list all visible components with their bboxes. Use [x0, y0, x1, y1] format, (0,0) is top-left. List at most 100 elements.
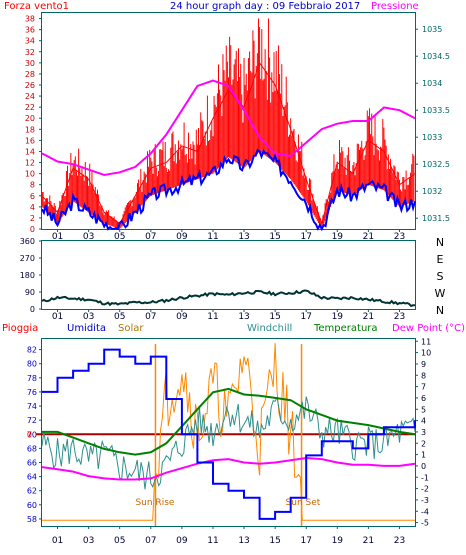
compass-label: W: [435, 287, 446, 300]
x-tick-label: 15: [269, 536, 280, 546]
y-tick-label: 8: [30, 181, 35, 190]
x-tick-label: 13: [238, 312, 249, 322]
x-tick-label: 15: [269, 312, 280, 322]
temp-tick-label: -3: [421, 496, 429, 505]
humidity-tick-label: 64: [27, 473, 37, 482]
humidity-tick-label: 72: [27, 416, 37, 425]
x-tick-label: 23: [394, 232, 405, 242]
compass-label: N: [436, 236, 444, 249]
y2-tick-label: 1033: [422, 133, 442, 142]
y2-tick-label: 1032.5: [422, 160, 450, 169]
x-tick-label: 19: [332, 536, 344, 546]
x-tick-label: 21: [363, 536, 374, 546]
x-tick-label: 07: [145, 536, 156, 546]
temp-tick-label: 4: [421, 417, 426, 426]
gust-line: [41, 61, 416, 226]
y-tick-label: 38: [25, 15, 35, 24]
label-windchill: Windchill: [247, 323, 292, 334]
temp-tick-label: 8: [421, 371, 426, 380]
x-tick-label: 01: [52, 536, 63, 546]
compass-label: S: [437, 270, 444, 283]
x-tick-label: 03: [83, 312, 94, 322]
pressure-axis-title: Pressione: [371, 1, 419, 12]
dewpoint-line: [41, 456, 416, 481]
dir-y-tick-label: 0: [30, 305, 35, 314]
y-tick-label: 6: [30, 192, 35, 201]
y-tick-label: 4: [30, 203, 35, 212]
temp-tick-label: 7: [421, 383, 426, 392]
x-tick-label: 11: [207, 536, 218, 546]
temp-tick-label: 3: [421, 428, 426, 437]
y-tick-label: 14: [25, 147, 35, 156]
wind-axis-title: Forza vento1: [4, 1, 69, 12]
humidity-tick-label: 70: [27, 430, 37, 439]
graph-title: 24 hour graph day : 09 Febbraio 2017: [170, 1, 360, 12]
x-tick-label: 17: [300, 312, 311, 322]
pressure-line: [41, 79, 416, 177]
y-tick-label: 26: [25, 81, 35, 90]
temp-tick-label: 11: [421, 337, 431, 346]
temp-tick-label: -4: [421, 507, 429, 516]
temp-tick-label: 0: [421, 462, 426, 471]
x-tick-label: 21: [363, 312, 374, 322]
y-tick-label: 32: [25, 48, 35, 57]
y-tick-label: 18: [25, 125, 35, 134]
y-tick-label: 30: [25, 59, 35, 68]
x-tick-label: 11: [207, 312, 218, 322]
x-tick-label: 05: [114, 312, 125, 322]
y2-tick-label: 1033.5: [422, 106, 450, 115]
x-tick-label: 05: [114, 232, 125, 242]
x-tick-label: 23: [394, 536, 405, 546]
temp-tick-label: 10: [421, 349, 431, 358]
x-tick-label: 13: [238, 232, 249, 242]
humidity-line: [42, 348, 416, 520]
x-tick-label: 09: [176, 232, 188, 242]
label-solar: Solar: [118, 323, 144, 334]
x-tick-label: 19: [332, 312, 344, 322]
x-tick-label: 07: [145, 232, 156, 242]
humidity-tick-label: 76: [27, 388, 37, 397]
label-pioggia: Pioggia: [2, 323, 38, 334]
y2-tick-label: 1035: [422, 25, 442, 34]
dir-y-tick-label: 90: [25, 288, 35, 297]
temp-tick-label: 1: [421, 451, 426, 460]
y-tick-label: 20: [25, 114, 35, 123]
humidity-tick-label: 78: [27, 374, 37, 383]
wind-pressure-chart: 024681012141618202224262830323436381031.…: [25, 15, 450, 242]
x-tick-label: 21: [363, 232, 374, 242]
dir-y-tick-label: 360: [20, 237, 35, 246]
label-dewpoint: Dew Point (°C): [392, 323, 465, 334]
y-tick-label: 0: [30, 225, 35, 234]
x-tick-label: 03: [83, 232, 94, 242]
humidity-tick-label: 58: [27, 515, 37, 524]
x-tick-label: 17: [300, 536, 311, 546]
x-tick-label: 15: [269, 232, 280, 242]
wind-average-line: [41, 148, 416, 232]
windchill-line: [41, 395, 416, 490]
y-tick-label: 24: [25, 92, 35, 101]
temp-tick-label: -5: [421, 519, 429, 528]
y2-tick-label: 1034: [422, 79, 442, 88]
sun-rise-label: Sun Rise: [135, 498, 174, 508]
x-tick-label: 09: [176, 312, 188, 322]
y-tick-label: 36: [25, 26, 35, 35]
x-tick-label: 01: [52, 232, 63, 242]
sun-set-label: Sun Set: [286, 498, 321, 508]
humidity-tick-label: 80: [27, 360, 37, 369]
temp-tick-label: 9: [421, 360, 426, 369]
temperature-line: [42, 387, 416, 456]
compass-label: N: [436, 304, 444, 317]
wind-direction-chart: 0 N 90 W 180 S 270 E 360 N 01 03 05 07 09 11 13 15 17 19 21 2…: [20, 236, 446, 322]
y-tick-label: 12: [25, 159, 35, 168]
y2-tick-label: 1031.5: [422, 214, 450, 223]
humidity-tick-label: 74: [27, 402, 37, 411]
x-tick-label: 09: [176, 536, 188, 546]
x-tick-label: 07: [145, 312, 156, 322]
x-tick-label: 17: [300, 232, 311, 242]
y-tick-label: 2: [30, 214, 35, 223]
humidity-tick-label: 82: [27, 346, 37, 355]
temp-panel-frame: [41, 338, 416, 527]
solar-line: [42, 343, 415, 521]
y2-tick-label: 1032: [422, 187, 442, 196]
